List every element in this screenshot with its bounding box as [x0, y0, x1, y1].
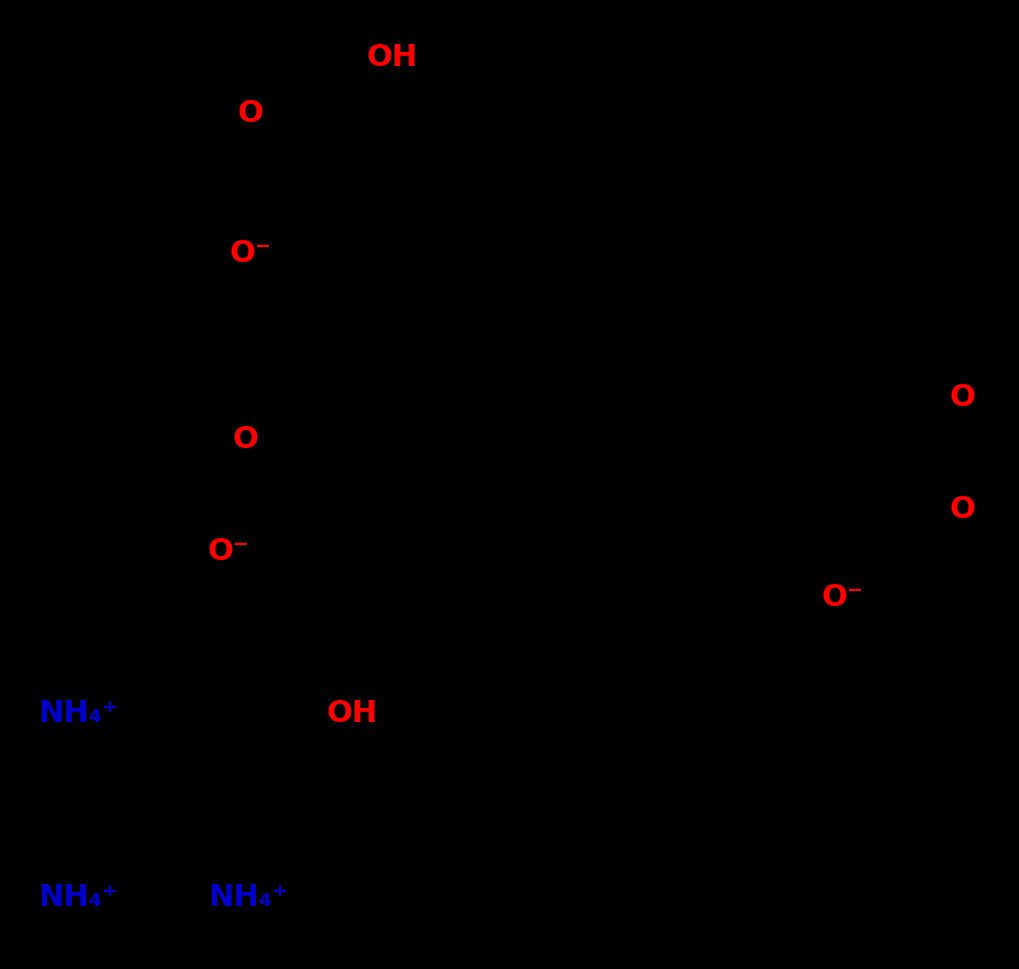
Text: O⁻: O⁻ — [207, 537, 249, 566]
Text: O⁻: O⁻ — [229, 239, 271, 268]
Text: O: O — [949, 494, 975, 523]
Text: O: O — [232, 424, 258, 453]
Text: NH₄⁺: NH₄⁺ — [38, 883, 118, 912]
Text: NH₄⁺: NH₄⁺ — [208, 883, 288, 912]
Text: O: O — [949, 383, 975, 412]
Text: NH₄⁺: NH₄⁺ — [38, 700, 118, 729]
Text: OH: OH — [367, 43, 418, 72]
Text: O⁻: O⁻ — [821, 582, 863, 611]
Text: O: O — [237, 100, 263, 129]
Text: OH: OH — [326, 700, 378, 729]
